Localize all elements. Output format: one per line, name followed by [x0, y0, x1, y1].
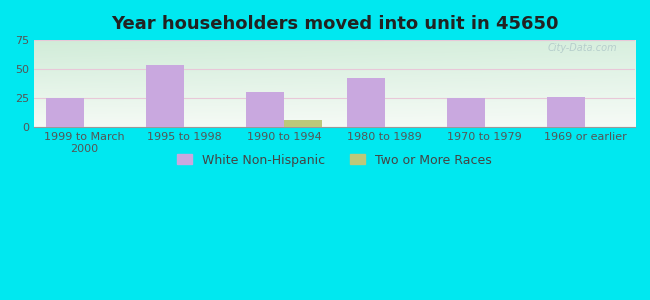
Bar — [547, 97, 585, 127]
Legend: White Non-Hispanic, Two or More Races: White Non-Hispanic, Two or More Races — [172, 148, 497, 172]
Bar — [346, 79, 385, 127]
Bar — [246, 92, 285, 127]
Bar — [46, 98, 84, 127]
Bar — [447, 98, 485, 127]
Bar — [285, 120, 322, 127]
Title: Year householders moved into unit in 45650: Year householders moved into unit in 456… — [111, 15, 558, 33]
Text: City-Data.com: City-Data.com — [547, 43, 617, 53]
Bar — [146, 64, 184, 127]
